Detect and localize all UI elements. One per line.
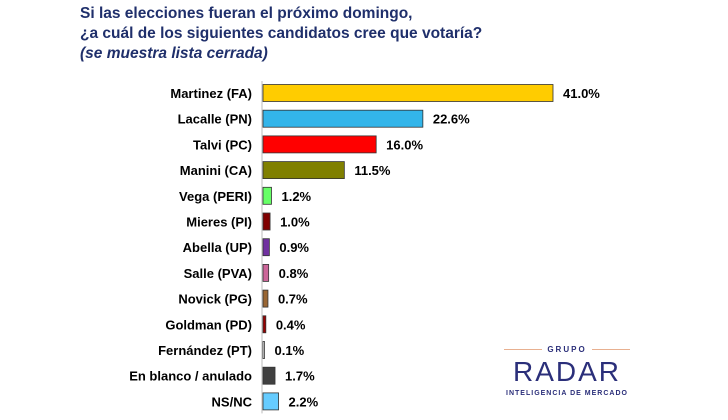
data-label: 1.2% (281, 189, 311, 204)
category-label: Abella (UP) (183, 240, 252, 255)
category-label: Fernández (PT) (158, 343, 252, 358)
bar (262, 289, 269, 308)
data-label: 1.7% (285, 369, 315, 384)
bar (262, 366, 276, 385)
data-label: 16.0% (386, 137, 423, 152)
data-label: 0.8% (279, 266, 309, 281)
bar (262, 263, 270, 282)
category-label: Novick (PG) (178, 292, 252, 307)
data-label: 41.0% (563, 86, 600, 101)
data-label: 2.2% (289, 394, 319, 409)
bar (262, 341, 265, 359)
data-label: 0.9% (279, 240, 309, 255)
title-line-1: Si las elecciones fueran el próximo domi… (80, 5, 413, 22)
radar-logo: GRUPO RADAR INTELIGENCIA DE MERCADO (492, 344, 642, 399)
category-label: En blanco / anulado (129, 369, 252, 384)
category-label: Vega (PERI) (179, 189, 252, 204)
bar (262, 212, 271, 231)
category-label: Talvi (PC) (193, 137, 252, 152)
category-label: Mieres (PI) (186, 215, 252, 230)
bar (262, 315, 267, 334)
category-label: Martinez (FA) (170, 86, 252, 101)
category-label: Lacalle (PN) (178, 112, 252, 127)
chart-title: Si las elecciones fueran el próximo domi… (80, 4, 482, 64)
bar (262, 135, 377, 154)
bar (262, 161, 345, 180)
title-line-2: ¿a cuál de los siguientes candidatos cre… (80, 25, 483, 42)
category-label: Manini (CA) (180, 163, 252, 178)
category-label: Goldman (PD) (165, 317, 252, 332)
category-label: NS/NC (212, 394, 253, 409)
data-label: 22.6% (433, 112, 470, 127)
logo-tagline: INTELIGENCIA DE MERCADO (506, 390, 628, 397)
data-label: 1.0% (280, 215, 310, 230)
bar (262, 109, 424, 128)
bar (262, 186, 272, 205)
category-label: Salle (PVA) (184, 266, 252, 281)
data-label: 0.7% (278, 292, 308, 307)
title-line-3: (se muestra lista cerrada) (80, 45, 268, 62)
bar (262, 392, 279, 411)
data-label: 0.4% (276, 317, 306, 332)
bar (262, 84, 554, 102)
data-label: 11.5% (354, 163, 391, 178)
bar (262, 238, 270, 257)
data-label: 0.1% (275, 343, 305, 358)
logo-grupo: GRUPO (492, 344, 642, 355)
logo-name: RADAR (512, 356, 621, 387)
